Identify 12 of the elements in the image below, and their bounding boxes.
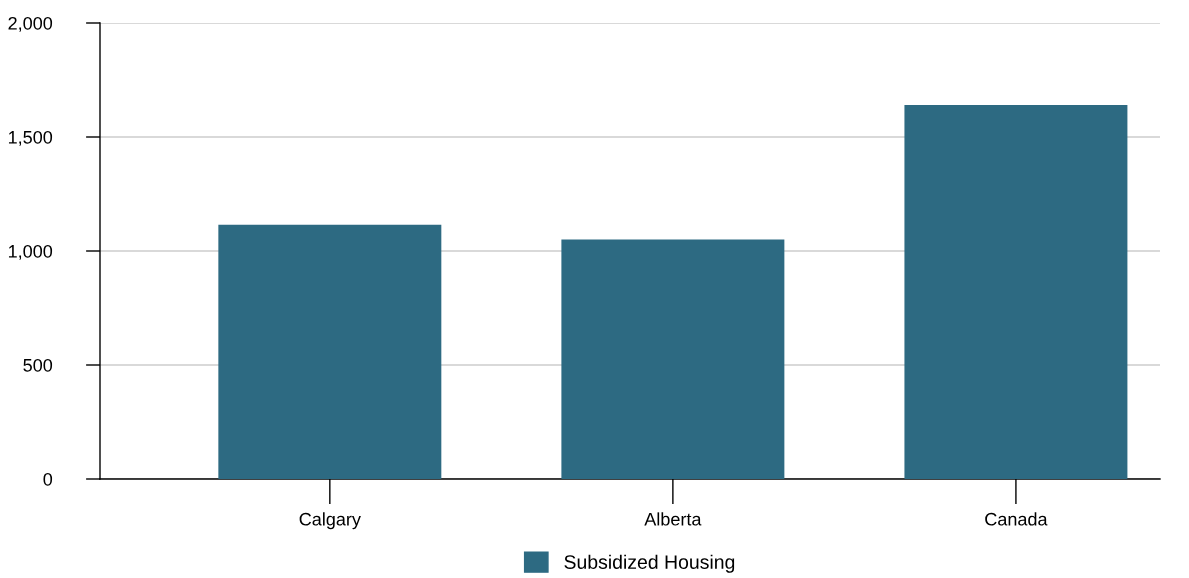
bar <box>218 224 442 479</box>
y-tick-label: 1,500 <box>8 130 53 146</box>
bar <box>904 105 1128 479</box>
y-tick-label: 1,000 <box>8 244 53 260</box>
bar <box>561 239 785 479</box>
y-tick-label: 500 <box>23 358 53 372</box>
x-tick-label: Alberta <box>644 512 702 526</box>
x-tick-label: Calgary <box>299 512 361 530</box>
legend-label: Subsidized Housing <box>564 554 735 573</box>
y-tick-label: 2,000 <box>8 16 53 32</box>
y-tick-label: 0 <box>43 472 53 486</box>
x-tick-label: Canada <box>985 512 1048 526</box>
